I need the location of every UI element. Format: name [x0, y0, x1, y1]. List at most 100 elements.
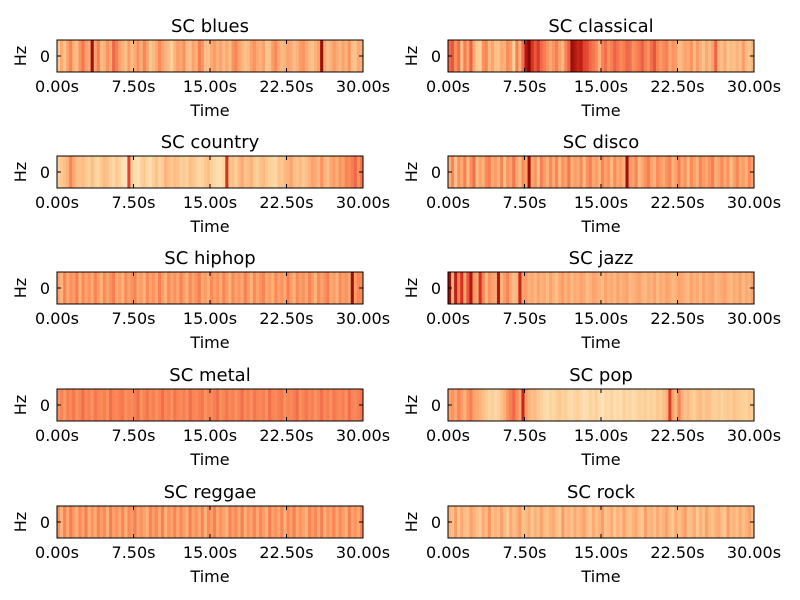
heatmap-cell [341, 272, 346, 304]
heatmap-cell [206, 389, 211, 421]
heatmap-cell [530, 389, 535, 421]
heatmap-cell [81, 272, 85, 304]
x-tick-label: 22.50s [259, 77, 313, 96]
subplot-sc-jazz: SC jazz 0.00s 7.50s 15.00s 22.50s 30.00s 0 Time… [402, 248, 781, 352]
heatmap-cell [307, 506, 312, 538]
heatmap-cell [118, 40, 122, 72]
heatmap-cell [576, 40, 580, 72]
heatmap-cell [332, 506, 336, 538]
heatmap-cell [466, 156, 470, 188]
heatmap-cell [567, 40, 571, 72]
subplot-sc-classical: SC classical 0.00s 7.50s 15.00s 22.50s 30.00s… [402, 16, 781, 120]
heatmap-cell [240, 272, 245, 304]
heatmap-cell [203, 40, 208, 72]
heatmap-cell [665, 506, 669, 538]
heatmap-cell [668, 156, 672, 188]
heatmap-cell [121, 389, 125, 421]
heatmap-cell [298, 156, 303, 188]
heatmap-cell [228, 389, 232, 421]
heatmap-cell [167, 156, 171, 188]
heatmap-cell [136, 506, 141, 538]
heatmap-cell [133, 272, 137, 304]
heatmap-cell [307, 40, 312, 72]
heatmap-cell [151, 156, 156, 188]
heatmap-cell [570, 40, 574, 72]
heatmap-cell [659, 506, 663, 538]
heatmap-cell [695, 506, 700, 538]
heatmap-cell [591, 156, 596, 188]
heatmap-cell [484, 272, 489, 304]
heatmap-cell [601, 389, 605, 421]
heatmap-cell [686, 506, 691, 538]
heatmap-cell [524, 40, 528, 72]
heatmap-cell [78, 506, 82, 538]
heatmap-cell [695, 389, 700, 421]
heatmap-cell [203, 156, 208, 188]
heatmap-cell [161, 272, 165, 304]
heatmap-cell [628, 156, 632, 188]
heatmap-cell [161, 40, 165, 72]
heatmap-cell [637, 40, 642, 72]
heatmap-cell [533, 40, 538, 72]
heatmap-cell [460, 506, 464, 538]
heatmap-cell [258, 156, 263, 188]
heatmap-cell [747, 272, 752, 304]
heatmap-cell [616, 40, 620, 72]
heatmap-cell [81, 389, 85, 421]
heatmap-cell [466, 506, 470, 538]
heatmap-cell [457, 389, 461, 421]
heatmap-cell [521, 156, 525, 188]
heatmap-cell [234, 272, 238, 304]
heatmap-cell [130, 389, 134, 421]
heatmap-cell [481, 272, 486, 304]
heatmap-cell [457, 506, 461, 538]
heatmap-cell [561, 40, 565, 72]
heatmap-cell [231, 389, 235, 421]
heatmap-cell [317, 156, 321, 188]
heatmap-cell [231, 40, 235, 72]
heatmap-cell [280, 389, 284, 421]
heatmap-cell [332, 156, 336, 188]
heatmap-cell [295, 389, 300, 421]
heatmap-cell [265, 156, 269, 188]
heatmap-cell [249, 506, 254, 538]
heatmap-cell [121, 156, 125, 188]
heatmap-cell [616, 506, 620, 538]
heatmap-cell [732, 156, 737, 188]
heatmap-cell [616, 272, 620, 304]
heatmap-cell [533, 506, 538, 538]
heatmap-cell [539, 156, 544, 188]
heatmap-cell [674, 389, 678, 421]
heatmap-cell [708, 389, 712, 421]
heatmap-cell [96, 40, 101, 72]
heatmap-cell [66, 272, 70, 304]
heatmap-cell [466, 272, 470, 304]
heatmap-cell [720, 389, 724, 421]
heatmap-cell [735, 506, 740, 538]
heatmap-cell [338, 272, 342, 304]
heatmap-cell [646, 389, 651, 421]
heatmap-cell [659, 40, 663, 72]
heatmap-cell [515, 156, 519, 188]
heatmap-cell [674, 272, 678, 304]
heatmap-cell [747, 506, 752, 538]
heatmap-cell [643, 506, 648, 538]
heatmap-cell [542, 389, 547, 421]
heatmap-cell [454, 272, 458, 304]
heatmap-cell [604, 40, 608, 72]
heatmap-cell [496, 40, 501, 72]
heatmap-cell [484, 156, 489, 188]
heatmap-cell [265, 389, 269, 421]
heatmap-cell [206, 156, 211, 188]
heatmap-cell [527, 40, 532, 72]
heatmap-cell [105, 506, 110, 538]
heatmap-cell [105, 272, 110, 304]
heatmap-cell [512, 272, 516, 304]
heatmap-cell [222, 40, 226, 72]
heatmap-cell [741, 156, 746, 188]
heatmap-cell [78, 272, 82, 304]
x-tick-label: 0.00s [35, 309, 79, 328]
heatmap-cell [341, 40, 346, 72]
heatmap-cell [564, 389, 568, 421]
